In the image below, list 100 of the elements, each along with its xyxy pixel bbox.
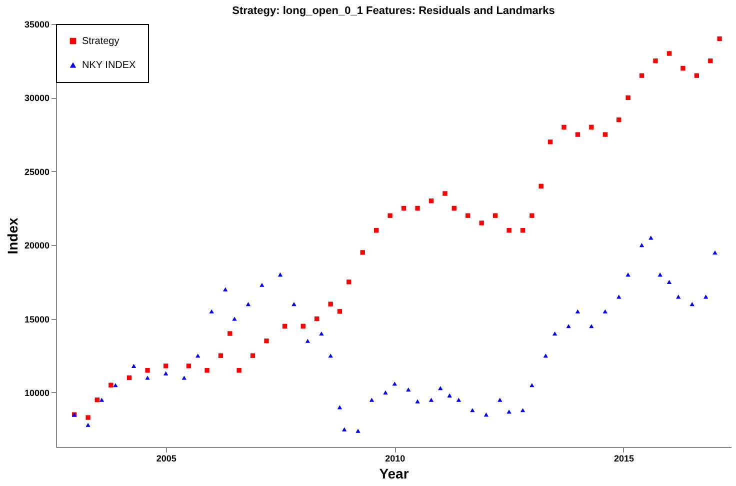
point xyxy=(222,287,228,292)
point xyxy=(86,415,90,420)
point xyxy=(717,36,722,42)
point xyxy=(131,364,136,368)
point xyxy=(506,228,512,233)
point xyxy=(196,354,200,358)
point xyxy=(337,405,342,410)
point xyxy=(388,213,392,218)
point xyxy=(548,140,553,144)
point xyxy=(209,309,214,314)
y-tick-label: 35000 xyxy=(24,20,50,30)
y-axis-title: Index xyxy=(4,218,20,254)
point xyxy=(562,124,566,130)
point xyxy=(690,302,694,306)
point xyxy=(602,132,608,137)
point xyxy=(506,410,512,414)
point xyxy=(466,213,470,218)
point xyxy=(246,302,251,306)
point xyxy=(639,73,644,78)
point xyxy=(204,368,210,373)
point xyxy=(86,422,90,427)
y-tick-label: 25000 xyxy=(24,166,50,177)
y-tick-label: 30000 xyxy=(24,93,50,104)
point xyxy=(292,302,296,306)
point xyxy=(447,393,452,398)
point xyxy=(694,73,700,78)
point xyxy=(356,428,360,433)
point xyxy=(260,282,264,287)
point xyxy=(94,397,100,402)
point xyxy=(282,324,288,328)
point xyxy=(428,398,434,402)
point xyxy=(530,213,534,218)
point xyxy=(438,386,443,390)
point xyxy=(484,412,489,417)
point xyxy=(369,398,374,402)
point xyxy=(639,243,644,248)
point xyxy=(712,250,718,254)
point xyxy=(232,316,237,321)
y-tick-label: 20000 xyxy=(24,240,50,251)
point xyxy=(452,206,456,211)
point xyxy=(337,309,342,314)
point xyxy=(442,191,448,196)
x-tick-label: 2010 xyxy=(385,454,406,464)
x-tick-label: 2015 xyxy=(614,454,634,464)
point xyxy=(626,272,630,277)
point xyxy=(428,198,434,204)
point xyxy=(186,364,192,368)
point xyxy=(415,399,420,404)
point xyxy=(264,338,269,344)
point xyxy=(300,324,306,328)
point xyxy=(218,353,224,358)
point xyxy=(456,398,462,402)
point xyxy=(566,324,571,328)
point xyxy=(626,95,630,100)
point xyxy=(228,331,232,336)
point xyxy=(520,228,526,233)
point xyxy=(278,272,283,277)
point xyxy=(520,408,526,412)
point xyxy=(163,364,168,368)
point xyxy=(530,383,534,388)
point xyxy=(680,66,686,71)
point xyxy=(374,228,379,233)
point xyxy=(666,280,672,284)
point xyxy=(479,220,484,226)
point xyxy=(99,398,104,402)
point xyxy=(543,354,548,358)
y-tick-label: 10000 xyxy=(24,388,50,398)
x-axis-title: Year xyxy=(379,466,410,482)
point xyxy=(163,371,168,376)
point xyxy=(182,376,186,380)
point xyxy=(346,280,352,284)
point xyxy=(305,338,310,343)
point xyxy=(250,353,256,358)
point xyxy=(113,383,118,388)
point xyxy=(498,398,502,402)
point xyxy=(342,427,347,432)
point xyxy=(392,382,397,386)
point xyxy=(616,117,622,122)
point xyxy=(589,124,594,130)
point xyxy=(492,213,498,218)
point xyxy=(360,250,365,255)
point xyxy=(415,206,420,211)
point xyxy=(703,294,708,299)
x-tick-label: 2005 xyxy=(156,454,176,464)
point xyxy=(538,184,544,188)
point xyxy=(108,382,114,388)
point xyxy=(145,368,150,373)
point xyxy=(319,331,324,336)
point xyxy=(328,354,333,358)
point xyxy=(401,206,406,211)
legend-label: NKY INDEX xyxy=(82,60,136,71)
point xyxy=(666,51,672,56)
y-tick-label: 15000 xyxy=(24,314,50,324)
chart-title: Strategy: long_open_0_1 Features: Residuals and Landmarks xyxy=(232,5,555,17)
point xyxy=(602,309,608,314)
point xyxy=(575,309,580,314)
point xyxy=(575,132,580,137)
point xyxy=(658,272,662,277)
point xyxy=(406,387,411,392)
point xyxy=(145,376,150,380)
